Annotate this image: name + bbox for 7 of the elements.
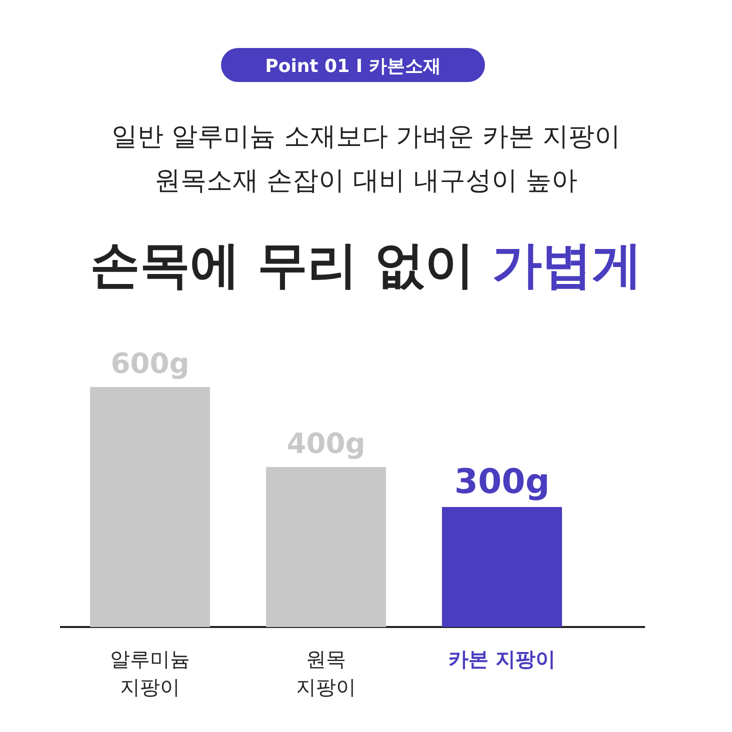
badge: Point 01 I 카본소재: [221, 48, 485, 82]
x-tick-label: 원목 지팡이: [296, 647, 356, 699]
chart-title: 손목에 무리 없이 가볍게: [90, 236, 642, 294]
chart-subtitle: 일반 알루미늄 소재보다 가벼운 카본 지팡이 원목소재 손잡이 대비 내구성이 높아: [111, 122, 621, 196]
data-label: 300g: [454, 462, 550, 502]
x-tick-label: 카본 지팡이: [448, 647, 556, 671]
x-tick-label: 알루미늄 지팡이: [110, 647, 190, 699]
